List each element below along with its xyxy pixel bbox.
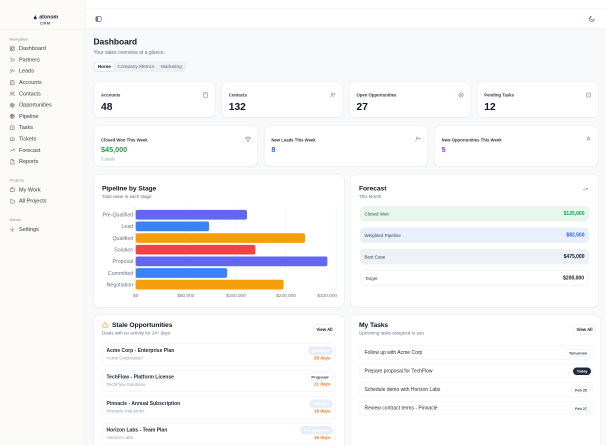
svg-text:$240,000: $240,000	[276, 293, 296, 299]
svg-text:$320,000: $320,000	[317, 293, 337, 299]
svg-text:$80,000: $80,000	[177, 293, 195, 299]
svg-text:Committed: Committed	[108, 271, 133, 277]
svg-text:Proposal: Proposal	[112, 259, 133, 265]
svg-text:Solution: Solution	[114, 247, 133, 253]
svg-text:Qualified: Qualified	[112, 236, 133, 242]
svg-text:Pre-Qualified: Pre-Qualified	[103, 213, 134, 219]
svg-text:$0: $0	[133, 293, 139, 299]
svg-text:$160,000: $160,000	[226, 293, 246, 299]
svg-text:Lead: Lead	[122, 224, 134, 230]
svg-text:Negotiation: Negotiation	[107, 282, 134, 288]
